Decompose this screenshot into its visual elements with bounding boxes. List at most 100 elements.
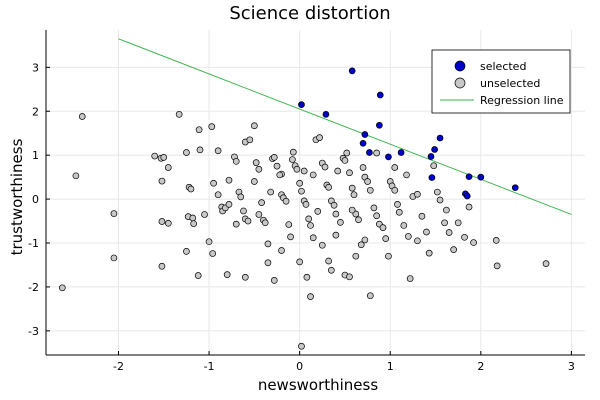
unselected-point bbox=[307, 222, 314, 229]
unselected-point bbox=[237, 193, 245, 201]
unselected-point bbox=[307, 293, 314, 300]
legend-marker bbox=[454, 60, 466, 72]
unselected-point bbox=[330, 201, 338, 209]
x-tick-label: -1 bbox=[204, 360, 215, 373]
unselected-point bbox=[341, 157, 349, 164]
selected-point bbox=[397, 149, 405, 156]
unselected-point bbox=[425, 249, 433, 257]
unselected-point bbox=[303, 273, 311, 281]
y-tick-label: -1 bbox=[28, 237, 39, 250]
x-tick-label: 1 bbox=[387, 360, 394, 373]
unselected-point bbox=[379, 224, 387, 231]
unselected-point bbox=[164, 164, 172, 171]
unselected-point bbox=[205, 238, 213, 246]
unselected-point bbox=[298, 342, 305, 350]
unselected-point bbox=[78, 113, 86, 120]
unselected-point bbox=[370, 204, 378, 212]
unselected-point bbox=[110, 210, 118, 217]
unselected-point bbox=[158, 177, 166, 185]
unselected-point bbox=[406, 275, 414, 282]
unselected-point bbox=[258, 199, 265, 206]
unselected-point bbox=[325, 257, 332, 265]
unselected-point bbox=[255, 165, 263, 173]
unselected-point bbox=[72, 172, 80, 180]
y-tick-label: -3 bbox=[28, 325, 39, 338]
unselected-point bbox=[414, 190, 421, 198]
unselected-point bbox=[400, 222, 408, 229]
legend-marker bbox=[454, 77, 466, 89]
unselected-point bbox=[223, 271, 231, 278]
unselected-point bbox=[309, 171, 317, 179]
unselected-point bbox=[445, 229, 453, 236]
unselected-point bbox=[261, 219, 269, 227]
y-tick-label: -2 bbox=[28, 281, 39, 294]
selected-point bbox=[322, 110, 330, 118]
selected-point bbox=[361, 131, 369, 138]
unselected-point bbox=[285, 221, 293, 228]
unselected-point bbox=[343, 149, 351, 157]
tick-labels: -2 -1 0 1 2 3 -3 -2 -1 0 1 2 3 bbox=[28, 61, 575, 373]
unselected-point bbox=[325, 183, 332, 191]
unselected-point bbox=[225, 201, 233, 208]
chart-title: Science distortion bbox=[229, 3, 390, 24]
selected-point bbox=[427, 153, 435, 160]
unselected-point bbox=[352, 252, 360, 260]
y-axis-title: trustworthiness bbox=[8, 138, 26, 255]
selected-point bbox=[428, 174, 436, 181]
unselected-point bbox=[366, 186, 374, 194]
unselected-point bbox=[465, 203, 473, 211]
unselected-point bbox=[232, 157, 240, 165]
unselected-point bbox=[187, 185, 195, 193]
unselected-point bbox=[405, 233, 412, 240]
regression-line bbox=[118, 38, 572, 215]
unselected-point bbox=[355, 216, 362, 224]
unselected-point bbox=[346, 169, 353, 177]
unselected-point bbox=[264, 240, 272, 248]
unselected-point bbox=[210, 179, 217, 187]
unselected-point bbox=[373, 212, 380, 220]
data-points bbox=[58, 67, 550, 350]
selected-point bbox=[431, 146, 438, 153]
unselected-point bbox=[244, 217, 252, 225]
x-tick-label: 3 bbox=[568, 360, 575, 373]
unselected-point bbox=[209, 250, 217, 257]
legend: selected unselected Regression line bbox=[431, 49, 571, 114]
unselected-point bbox=[318, 241, 326, 249]
unselected-point bbox=[332, 210, 340, 218]
x-tick-label: 2 bbox=[477, 360, 484, 373]
unselected-point bbox=[240, 207, 247, 215]
unselected-point bbox=[443, 206, 450, 214]
selected-point bbox=[376, 121, 383, 129]
unselected-point bbox=[251, 178, 258, 185]
unselected-point bbox=[296, 179, 303, 187]
unselected-point bbox=[252, 159, 260, 166]
unselected-point bbox=[450, 246, 457, 253]
unselected-point bbox=[373, 149, 380, 157]
unselected-point bbox=[391, 186, 399, 194]
unselected-point bbox=[289, 156, 296, 163]
unselected-point bbox=[201, 211, 208, 218]
unselected-point bbox=[278, 247, 285, 254]
unselected-point bbox=[225, 176, 233, 184]
unselected-point bbox=[470, 239, 477, 246]
x-tick-label: 0 bbox=[296, 360, 303, 373]
y-tick-label: 2 bbox=[32, 105, 39, 118]
unselected-point bbox=[264, 259, 272, 267]
y-tick-label: 0 bbox=[32, 193, 39, 206]
unselected-point bbox=[110, 254, 118, 262]
unselected-point bbox=[414, 237, 421, 245]
unselected-point bbox=[348, 184, 356, 192]
unselected-point bbox=[214, 147, 222, 155]
unselected-point bbox=[348, 206, 356, 214]
selected-point bbox=[385, 153, 392, 161]
unselected-point bbox=[337, 219, 344, 226]
unselected-point bbox=[276, 171, 284, 179]
unselected-point bbox=[251, 122, 258, 130]
selected-point bbox=[366, 149, 373, 156]
unselected-point bbox=[296, 258, 303, 266]
unselected-point bbox=[441, 219, 448, 227]
unselected-point bbox=[366, 292, 374, 300]
unselected-point bbox=[246, 136, 254, 144]
unselected-point bbox=[493, 262, 501, 270]
